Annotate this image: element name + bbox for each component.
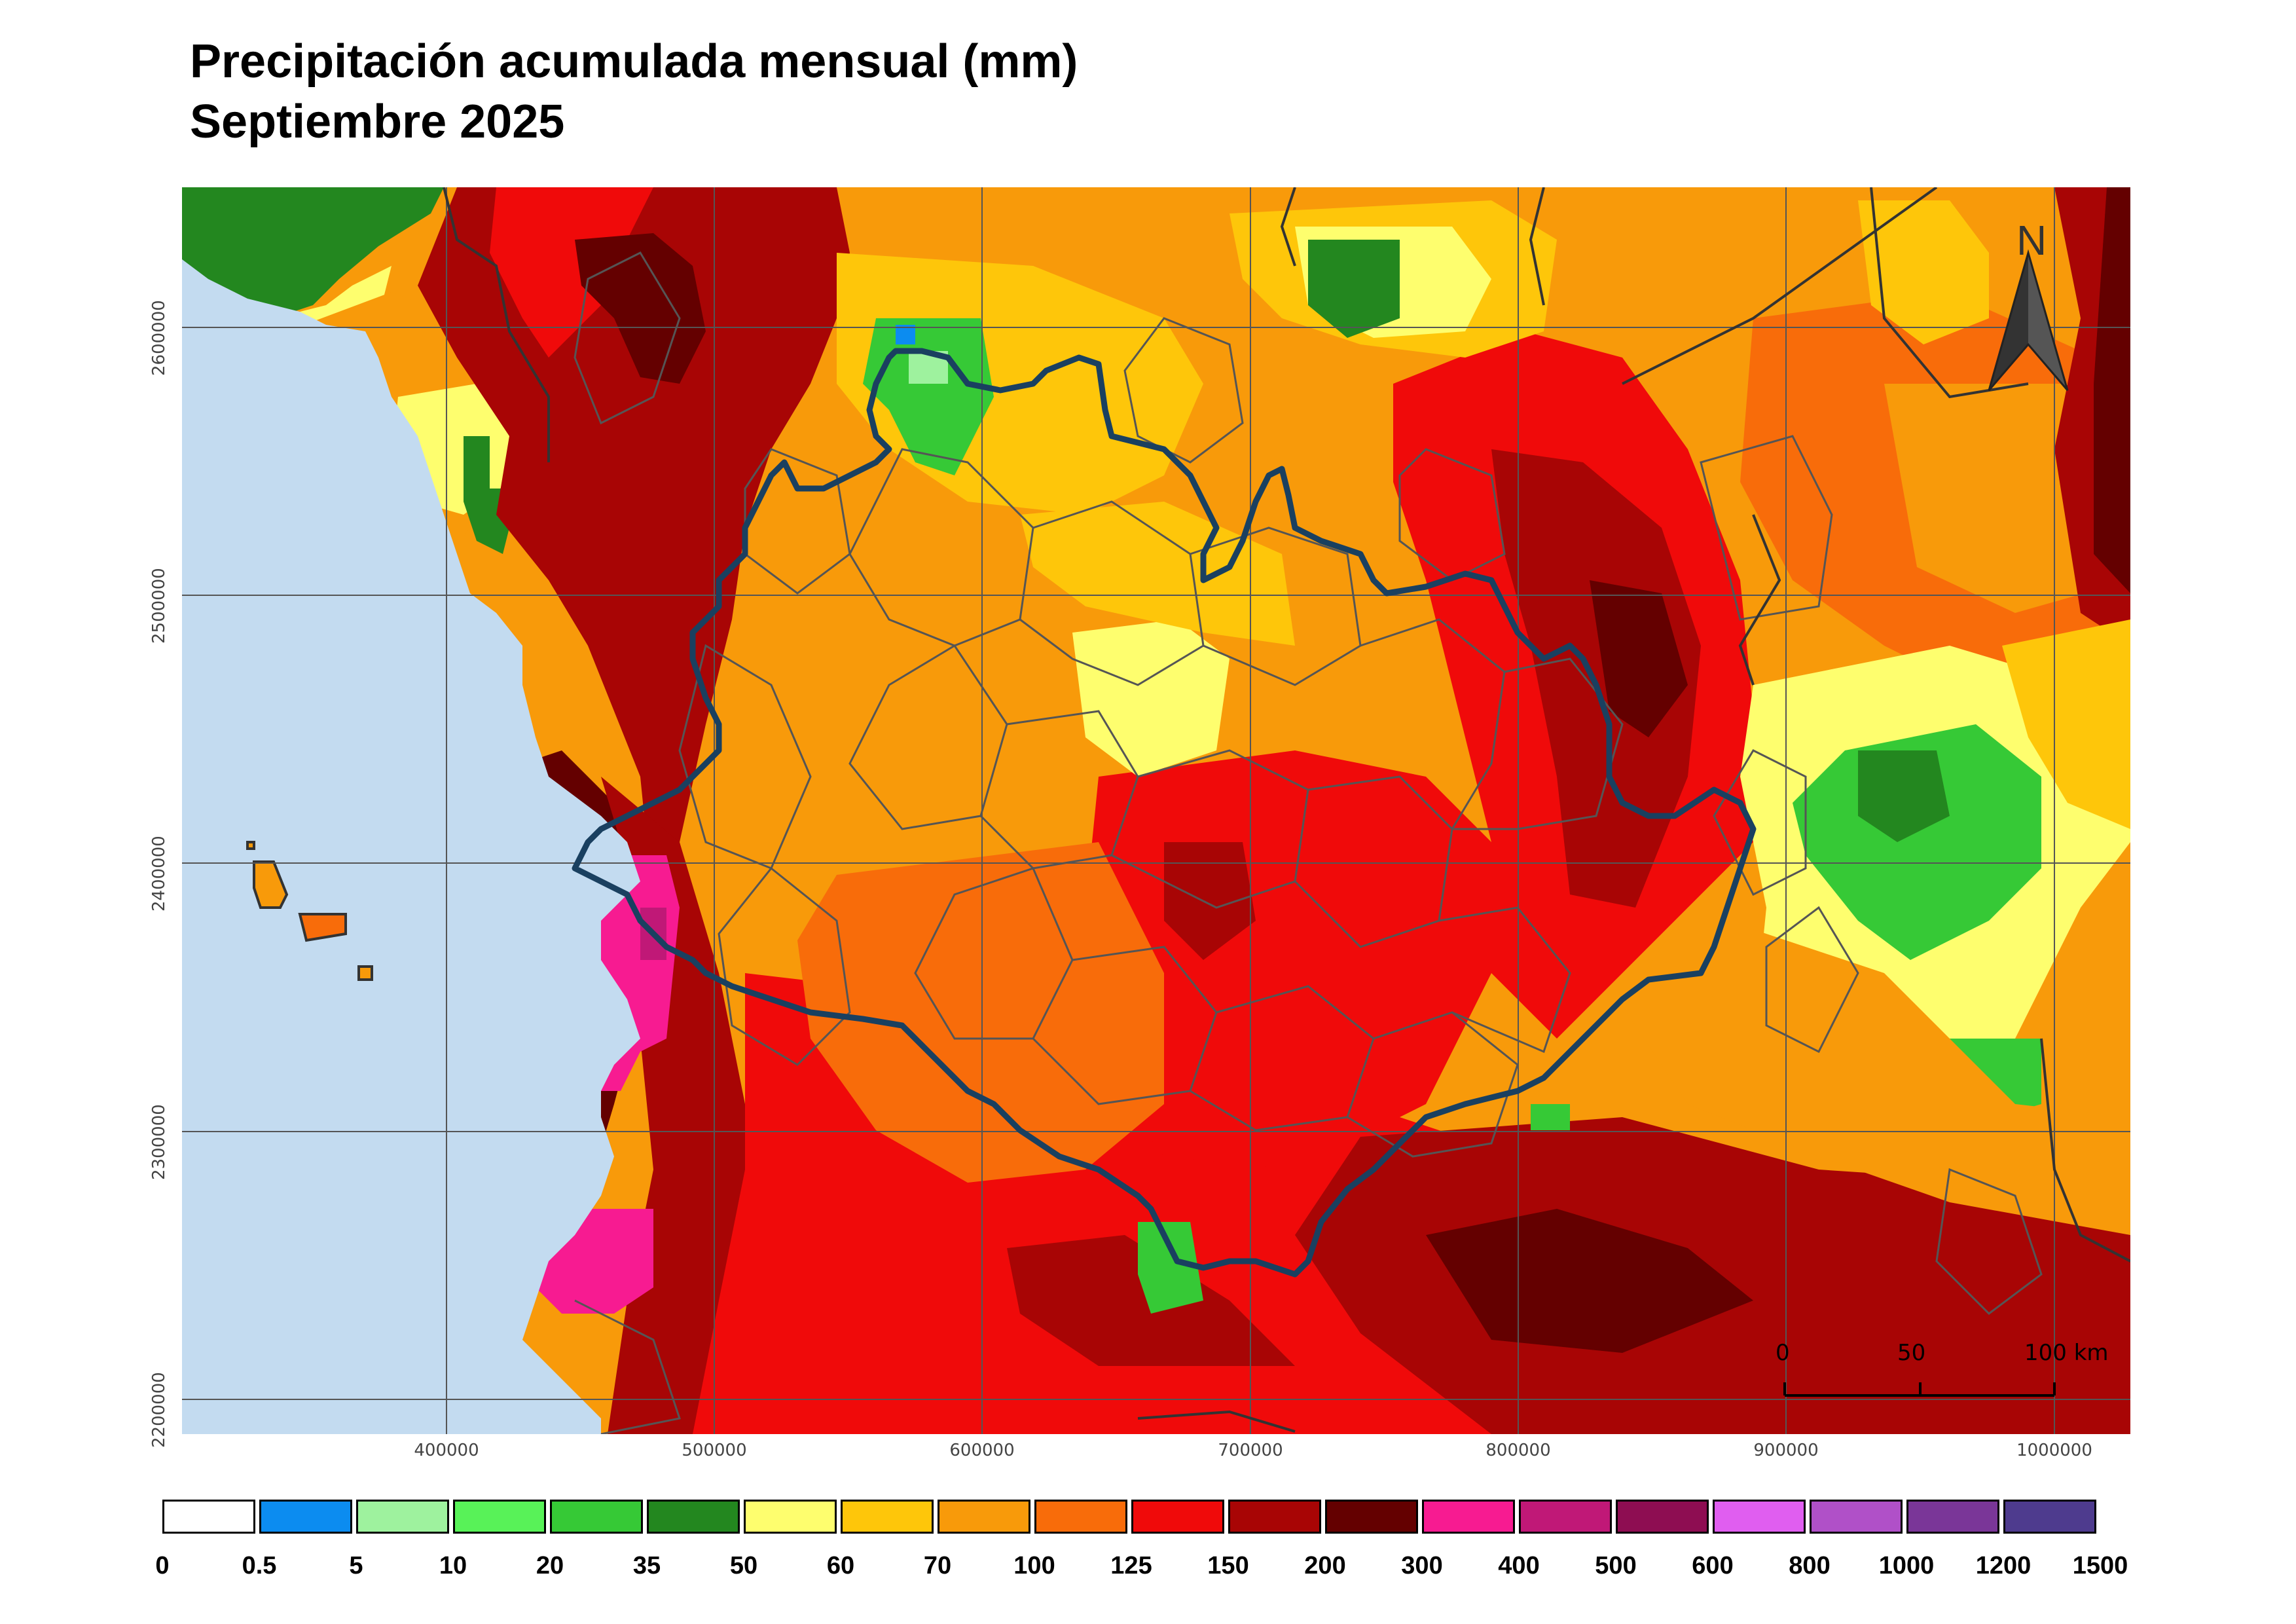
nw-red-band (490, 187, 653, 358)
legend-label: 400 (1498, 1552, 1540, 1579)
precipitation-map (182, 187, 2130, 1434)
x-tick-label: 400000 (414, 1441, 479, 1460)
legend-swatch (162, 1500, 255, 1534)
legend-swatch (1228, 1500, 1321, 1534)
municipal-boundaries (574, 251, 2043, 1434)
legend-swatch (938, 1500, 1030, 1534)
legend-label: 5 (349, 1552, 363, 1579)
y-tick-label: 2500000 (149, 568, 169, 644)
legend-swatch (1422, 1500, 1515, 1534)
legend-swatch (841, 1500, 934, 1534)
upper-center-blue (896, 325, 915, 344)
central-darkred-spot (1164, 842, 1256, 960)
legend-label: 0 (155, 1552, 170, 1579)
central-darkorange (797, 842, 1164, 1183)
island-1 (253, 860, 289, 909)
x-tick-label: 900000 (1753, 1441, 1819, 1460)
x-tick-label: 500000 (682, 1441, 747, 1460)
legend-label: 125 (1110, 1552, 1152, 1579)
east-darkgreen-region (1858, 750, 1950, 842)
legend-swatch (1131, 1500, 1224, 1534)
legend-label: 50 (729, 1552, 758, 1579)
islands (246, 841, 373, 981)
legend-label: 0.5 (242, 1552, 277, 1579)
legend-label: 500 (1595, 1552, 1637, 1579)
legend-label: 35 (632, 1552, 661, 1579)
center-yellow-cluster (1072, 619, 1230, 777)
x-tick-label: 600000 (949, 1441, 1015, 1460)
legend-label: 1500 (2072, 1552, 2128, 1579)
y-tick-label: 2200000 (149, 1372, 169, 1448)
map-title: Precipitación acumulada mensual (mm) (190, 35, 1078, 88)
legend-label: 800 (1789, 1552, 1831, 1579)
legend-label: 70 (923, 1552, 952, 1579)
legend-color-bar (162, 1500, 2100, 1536)
legend-swatch (744, 1500, 837, 1534)
scale-label-0: 0 (1776, 1340, 1790, 1366)
x-tick-label: 700000 (1218, 1441, 1283, 1460)
scale-label-100: 100 km (2024, 1340, 2109, 1366)
legend-swatch (647, 1500, 740, 1534)
y-tick-label: 2300000 (149, 1104, 169, 1180)
north-green-patch (1308, 240, 1400, 338)
legend-label: 300 (1401, 1552, 1443, 1579)
east-gold-region (2002, 619, 2130, 829)
legend-label: 200 (1304, 1552, 1346, 1579)
state-borders (443, 187, 2130, 1433)
ne-maroon-strip (2094, 187, 2130, 593)
ne-yellow-patch (1858, 200, 1989, 344)
y-tick-label: 2400000 (149, 836, 169, 912)
state-boundary (572, 348, 1757, 1278)
upper-center-lightgreen (909, 351, 948, 384)
legend-swatch (259, 1500, 352, 1534)
legend-swatch (1906, 1500, 1999, 1534)
pacific-ocean (182, 187, 640, 1434)
legend-swatch (1034, 1500, 1127, 1534)
legend-label: 150 (1207, 1552, 1249, 1579)
legend-swatch (550, 1500, 643, 1534)
legend-swatch (1810, 1500, 1903, 1534)
south-maroon-region (1426, 1209, 1753, 1353)
north-arrow-icon (1988, 249, 2069, 391)
scale-label-50: 50 (1897, 1340, 1926, 1366)
east-orange-lower (1622, 908, 2130, 1235)
nw-darkred-band (418, 187, 850, 908)
south-green-patch (1138, 1222, 1203, 1314)
legend-swatch (1519, 1500, 1612, 1534)
x-tick-label: 800000 (1485, 1441, 1551, 1460)
legend-label: 10 (439, 1552, 467, 1579)
center-gold-cluster (1020, 502, 1295, 646)
island-4 (246, 841, 255, 850)
nw-green-patch (182, 187, 444, 318)
southeast-green-patch (1531, 1104, 1570, 1130)
legend-swatch (356, 1500, 449, 1534)
upper-center-green (863, 318, 994, 475)
island-3 (357, 965, 373, 981)
legend-swatch (1616, 1500, 1709, 1534)
y-tick-label: 2600000 (149, 300, 169, 376)
legend-swatch (2003, 1500, 2096, 1534)
legend-label: 20 (536, 1552, 564, 1579)
legend-label: 100 (1013, 1552, 1055, 1579)
north-label: N (2016, 217, 2047, 264)
legend-label: 600 (1692, 1552, 1734, 1579)
nw-maroon-core (575, 233, 706, 384)
island-2 (298, 913, 347, 942)
legend-swatch (1713, 1500, 1806, 1534)
legend-swatch (1325, 1500, 1418, 1534)
legend-label: 1200 (1975, 1552, 2032, 1579)
legend-label: 1000 (1878, 1552, 1935, 1579)
legend-label: 60 (826, 1552, 855, 1579)
legend-swatch (453, 1500, 546, 1534)
east-green-region (1793, 724, 2041, 960)
x-tick-label: 1000000 (2016, 1441, 2092, 1460)
east-maroon-core (1590, 580, 1688, 737)
map-subtitle: Septiembre 2025 (190, 96, 565, 148)
scale-bar (1783, 1382, 2056, 1397)
